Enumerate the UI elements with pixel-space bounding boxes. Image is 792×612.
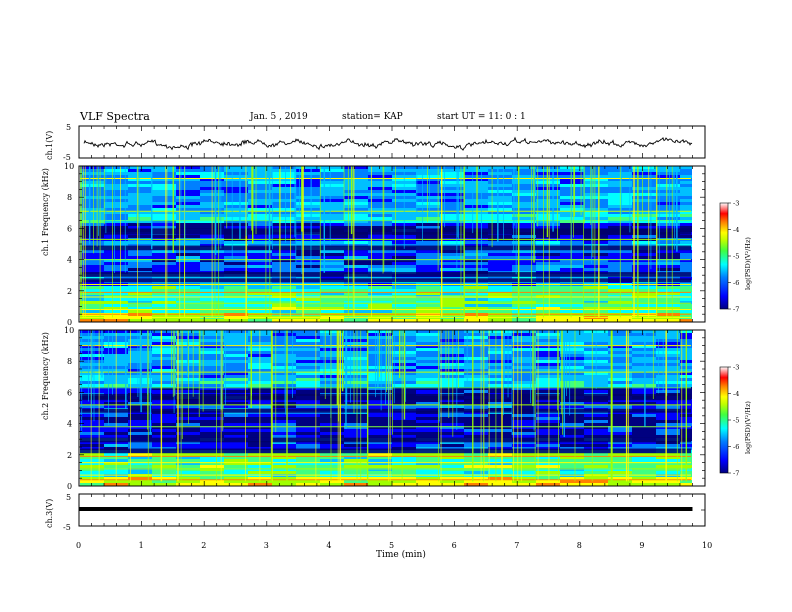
y-tick-label: 4 <box>67 256 72 265</box>
ch1-spectrogram-panel: 0 2 4 6 8 10 ch.1 Frequency (kHz) <box>41 162 706 327</box>
ch1-waveform-line <box>83 136 693 151</box>
x-tick-label: 9 <box>639 541 644 550</box>
x-tick-label: 5 <box>389 541 394 550</box>
x-tick-label: 0 <box>76 541 81 550</box>
ch1-ylabel: ch.1(V) <box>45 131 54 160</box>
date-label: Jan. 5 , 2019 <box>250 112 308 122</box>
ch1-waveform-panel: 5 -5 ch.1(V) <box>45 123 706 162</box>
ch1-colorbar-label: log(PSD)(V²/Hz) <box>744 237 752 290</box>
x-ticks-panel-0 <box>78 126 706 158</box>
ch3-ytick-bottom: -5 <box>63 523 71 532</box>
x-tick-label: 4 <box>326 541 331 550</box>
y-tick-label: 0 <box>67 318 72 327</box>
ch3-ytick-top: 5 <box>66 493 71 502</box>
ch2-heatmap <box>80 330 705 486</box>
colorbar-tick-label: -5 <box>733 417 739 425</box>
y-tick-label: 4 <box>67 420 72 429</box>
ch2-spectrogram-panel: 0 2 4 6 8 10 ch.2 Frequency (kHz) <box>41 326 706 491</box>
x-tick-label: 1 <box>139 541 144 550</box>
ch1-ylabel-line1: ch.1 Frequency (kHz) <box>41 168 50 256</box>
ch3-ylabel: ch.3(V) <box>45 499 54 528</box>
colorbar-tick-label: -4 <box>733 226 739 234</box>
ch1-colorbar: -3 -4 -5 -6 -7 log(PSD)(V²/Hz) <box>719 200 752 314</box>
x-tick-label: 6 <box>452 541 457 550</box>
colorbar-tick-label: -6 <box>733 279 739 287</box>
ch2-colorbar: -3 -4 -5 -6 -7 log(PSD)(V²/Hz) <box>719 364 752 478</box>
ch1-ytick-bottom: -5 <box>63 153 71 162</box>
y-tick-label: 10 <box>64 162 74 171</box>
colorbar-tick-label: -7 <box>733 306 739 314</box>
y-tick-label: 2 <box>67 287 72 296</box>
x-tick-label: 10 <box>702 541 712 550</box>
colorbar-tick-label: -5 <box>733 253 739 261</box>
title: VLF Spectra <box>80 110 150 123</box>
colorbar-tick-label: -7 <box>733 470 739 478</box>
colorbar-tick-label: -4 <box>733 390 739 398</box>
colorbar-tick-label: -3 <box>733 200 739 208</box>
x-ticks-panel-2 <box>78 330 706 486</box>
x-ticks-panel-1 <box>78 166 706 322</box>
colorbar-tick-label: -6 <box>733 443 739 451</box>
ch1-heatmap <box>80 166 705 322</box>
y-tick-label: 0 <box>67 482 72 491</box>
y-tick-label: 10 <box>64 326 74 335</box>
x-ticks-panel-3 <box>78 494 706 526</box>
x-axis-label: Time (min) <box>376 549 426 560</box>
ch3-waveform-panel: 5 -5 ch.3(V) <box>45 493 706 532</box>
y-tick-label: 6 <box>67 224 72 233</box>
x-tick-label: 7 <box>514 541 519 550</box>
colorbar-tick-label: -3 <box>733 364 739 372</box>
x-axis-tick-labels: 0 1 2 3 4 5 6 7 8 9 10 <box>76 541 712 550</box>
ch2-ylabel: ch.2 Frequency (kHz) <box>41 332 50 420</box>
y-tick-label: 8 <box>67 193 72 202</box>
start-ut-label: start UT = 11: 0 : 1 <box>437 112 526 122</box>
y-tick-label: 8 <box>67 357 72 366</box>
x-tick-label: 3 <box>264 541 269 550</box>
x-tick-label: 8 <box>577 541 582 550</box>
ch2-colorbar-label: log(PSD)(V²/Hz) <box>744 401 752 454</box>
y-tick-label: 2 <box>67 451 72 460</box>
y-tick-label: 6 <box>67 388 72 397</box>
x-tick-label: 2 <box>201 541 206 550</box>
ch1-ytick-top: 5 <box>66 123 71 132</box>
station-label: station= KAP <box>342 112 403 122</box>
